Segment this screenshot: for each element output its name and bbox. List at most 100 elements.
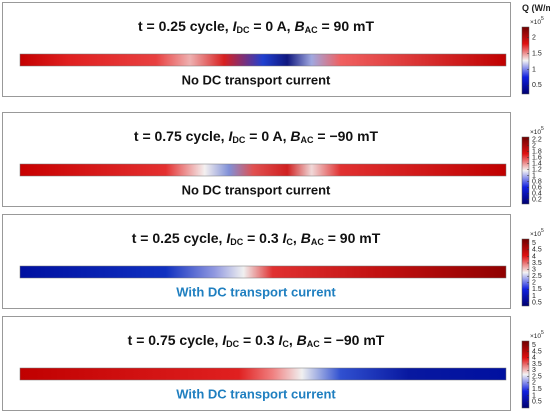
- colorbar: [521, 26, 530, 95]
- title-run: t = 0.75 cycle,: [128, 332, 223, 348]
- colorbar-tick-label: 1: [532, 172, 536, 179]
- colorbar-tick-label: 0.5: [532, 399, 542, 406]
- panel-title: t = 0.75 cycle, IDC = 0.3 IC, BAC = −90 …: [128, 332, 385, 350]
- colorbar-tick-label: 1: [532, 66, 536, 73]
- title-run: B: [294, 18, 304, 34]
- title-run: I: [283, 230, 288, 246]
- multiplier-base: ×10: [530, 129, 541, 136]
- panel-caption: No DC transport current: [182, 182, 331, 197]
- title-run: = 90 mT: [324, 230, 381, 246]
- colorbar-tick-label: 1.5: [532, 50, 542, 57]
- multiplier-exp: 5: [541, 16, 544, 22]
- title-run: I: [222, 332, 227, 348]
- colorbar-tick-label: 0.8: [532, 178, 542, 185]
- colorbar-multiplier: ×105: [530, 16, 544, 25]
- title-run: I: [233, 18, 238, 34]
- colorbar-tick-label: 2: [532, 143, 536, 150]
- colorbar-tick-label: 1: [532, 392, 536, 399]
- field-strip: [19, 265, 507, 279]
- colorbar-tick-label: 2: [532, 380, 536, 387]
- title-run: t = 0.75 cycle,: [134, 128, 229, 144]
- title-run: DC: [226, 339, 239, 349]
- colorbar-tick-label: 2.5: [532, 373, 542, 380]
- title-run: DC: [230, 237, 243, 247]
- colorbar-tick-label: 3.5: [532, 361, 542, 368]
- colorbar-tick-label: 2.2: [532, 137, 542, 144]
- title-run: = −90 mT: [320, 332, 385, 348]
- colorbar-tick-label: 0.5: [532, 82, 542, 89]
- colorbar-tick-label: 1.4: [532, 160, 542, 167]
- title-run: = 0.3: [243, 230, 282, 246]
- panel-caption: With DC transport current: [176, 386, 336, 401]
- colorbar-tick-label: 1.2: [532, 166, 542, 173]
- title-run: AC: [311, 237, 324, 247]
- title-run: ,: [293, 230, 301, 246]
- title-run: = 0.3: [239, 332, 278, 348]
- field-strip: [19, 163, 507, 177]
- colorbar-tick-label: 4: [532, 253, 536, 260]
- title-run: DC: [232, 135, 245, 145]
- colorbar-tick-label: 1: [532, 293, 536, 300]
- multiplier-base: ×10: [530, 231, 541, 238]
- field-strip: [19, 367, 507, 381]
- colorbar-tick-label: 0.2: [532, 196, 542, 203]
- title-run: I: [278, 332, 283, 348]
- colorbar-tick-label: 0.6: [532, 184, 542, 191]
- title-run: C: [286, 237, 293, 247]
- colorbar-tick-label: 3.5: [532, 260, 542, 267]
- panel-caption: With DC transport current: [176, 284, 336, 299]
- title-run: B: [301, 230, 311, 246]
- title-run: AC: [305, 25, 318, 35]
- title-run: = −90 mT: [314, 128, 379, 144]
- colorbar-tick-label: 4.5: [532, 247, 542, 254]
- colorbar-tick-label: 2: [532, 280, 536, 287]
- colorbar: [521, 238, 530, 307]
- title-run: I: [228, 128, 233, 144]
- colorbar-tick-label: 1.5: [532, 286, 542, 293]
- multiplier-base: ×10: [530, 333, 541, 340]
- colorbar-multiplier: ×105: [530, 126, 544, 135]
- multiplier-exp: 5: [541, 126, 544, 132]
- title-run: AC: [301, 135, 314, 145]
- colorbar-multiplier: ×105: [530, 228, 544, 237]
- colorbar-tick-label: 0.4: [532, 190, 542, 197]
- colorbar-multiplier: ×105: [530, 330, 544, 339]
- multiplier-base: ×10: [530, 19, 541, 26]
- colorbar: [521, 340, 530, 409]
- title-run: B: [290, 128, 300, 144]
- panel-title: t = 0.25 cycle, IDC = 0.3 IC, BAC = 90 m…: [132, 230, 381, 248]
- multiplier-exp: 5: [541, 228, 544, 234]
- colorbar-tick-label: 5: [532, 240, 536, 247]
- panel-frame: [2, 112, 511, 207]
- colorbar-tick-label: 2: [532, 34, 536, 41]
- quantity-label: Q (W/m3): [522, 3, 550, 13]
- panel-title: t = 0.75 cycle, IDC = 0 A, BAC = −90 mT: [134, 128, 379, 146]
- title-run: DC: [236, 25, 249, 35]
- title-run: B: [297, 332, 307, 348]
- multiplier-exp: 5: [541, 330, 544, 336]
- colorbar-tick-label: 1.5: [532, 386, 542, 393]
- colorbar: [521, 136, 530, 205]
- colorbar-tick-label: 1.8: [532, 149, 542, 156]
- panel-title: t = 0.25 cycle, IDC = 0 A, BAC = 90 mT: [138, 18, 374, 36]
- panel-frame: [2, 316, 511, 411]
- title-run: t = 0.25 cycle,: [132, 230, 227, 246]
- panel-caption: No DC transport current: [182, 72, 331, 87]
- title-run: I: [226, 230, 231, 246]
- colorbar-tick-label: 2.5: [532, 273, 542, 280]
- title-run: = 0 A,: [249, 18, 294, 34]
- colorbar-tick-label: 4.5: [532, 348, 542, 355]
- panel-frame: [2, 2, 511, 97]
- field-strip: [19, 53, 507, 67]
- colorbar-tick-label: 3: [532, 266, 536, 273]
- colorbar-tick-label: 3: [532, 367, 536, 374]
- colorbar-tick-label: 1.6: [532, 154, 542, 161]
- title-run: C: [282, 339, 289, 349]
- panel-frame: [2, 214, 511, 309]
- colorbar-tick-label: 0.5: [532, 299, 542, 306]
- title-run: t = 0.25 cycle,: [138, 18, 233, 34]
- title-run: ,: [289, 332, 297, 348]
- colorbar-tick-label: 4: [532, 355, 536, 362]
- title-run: AC: [307, 339, 320, 349]
